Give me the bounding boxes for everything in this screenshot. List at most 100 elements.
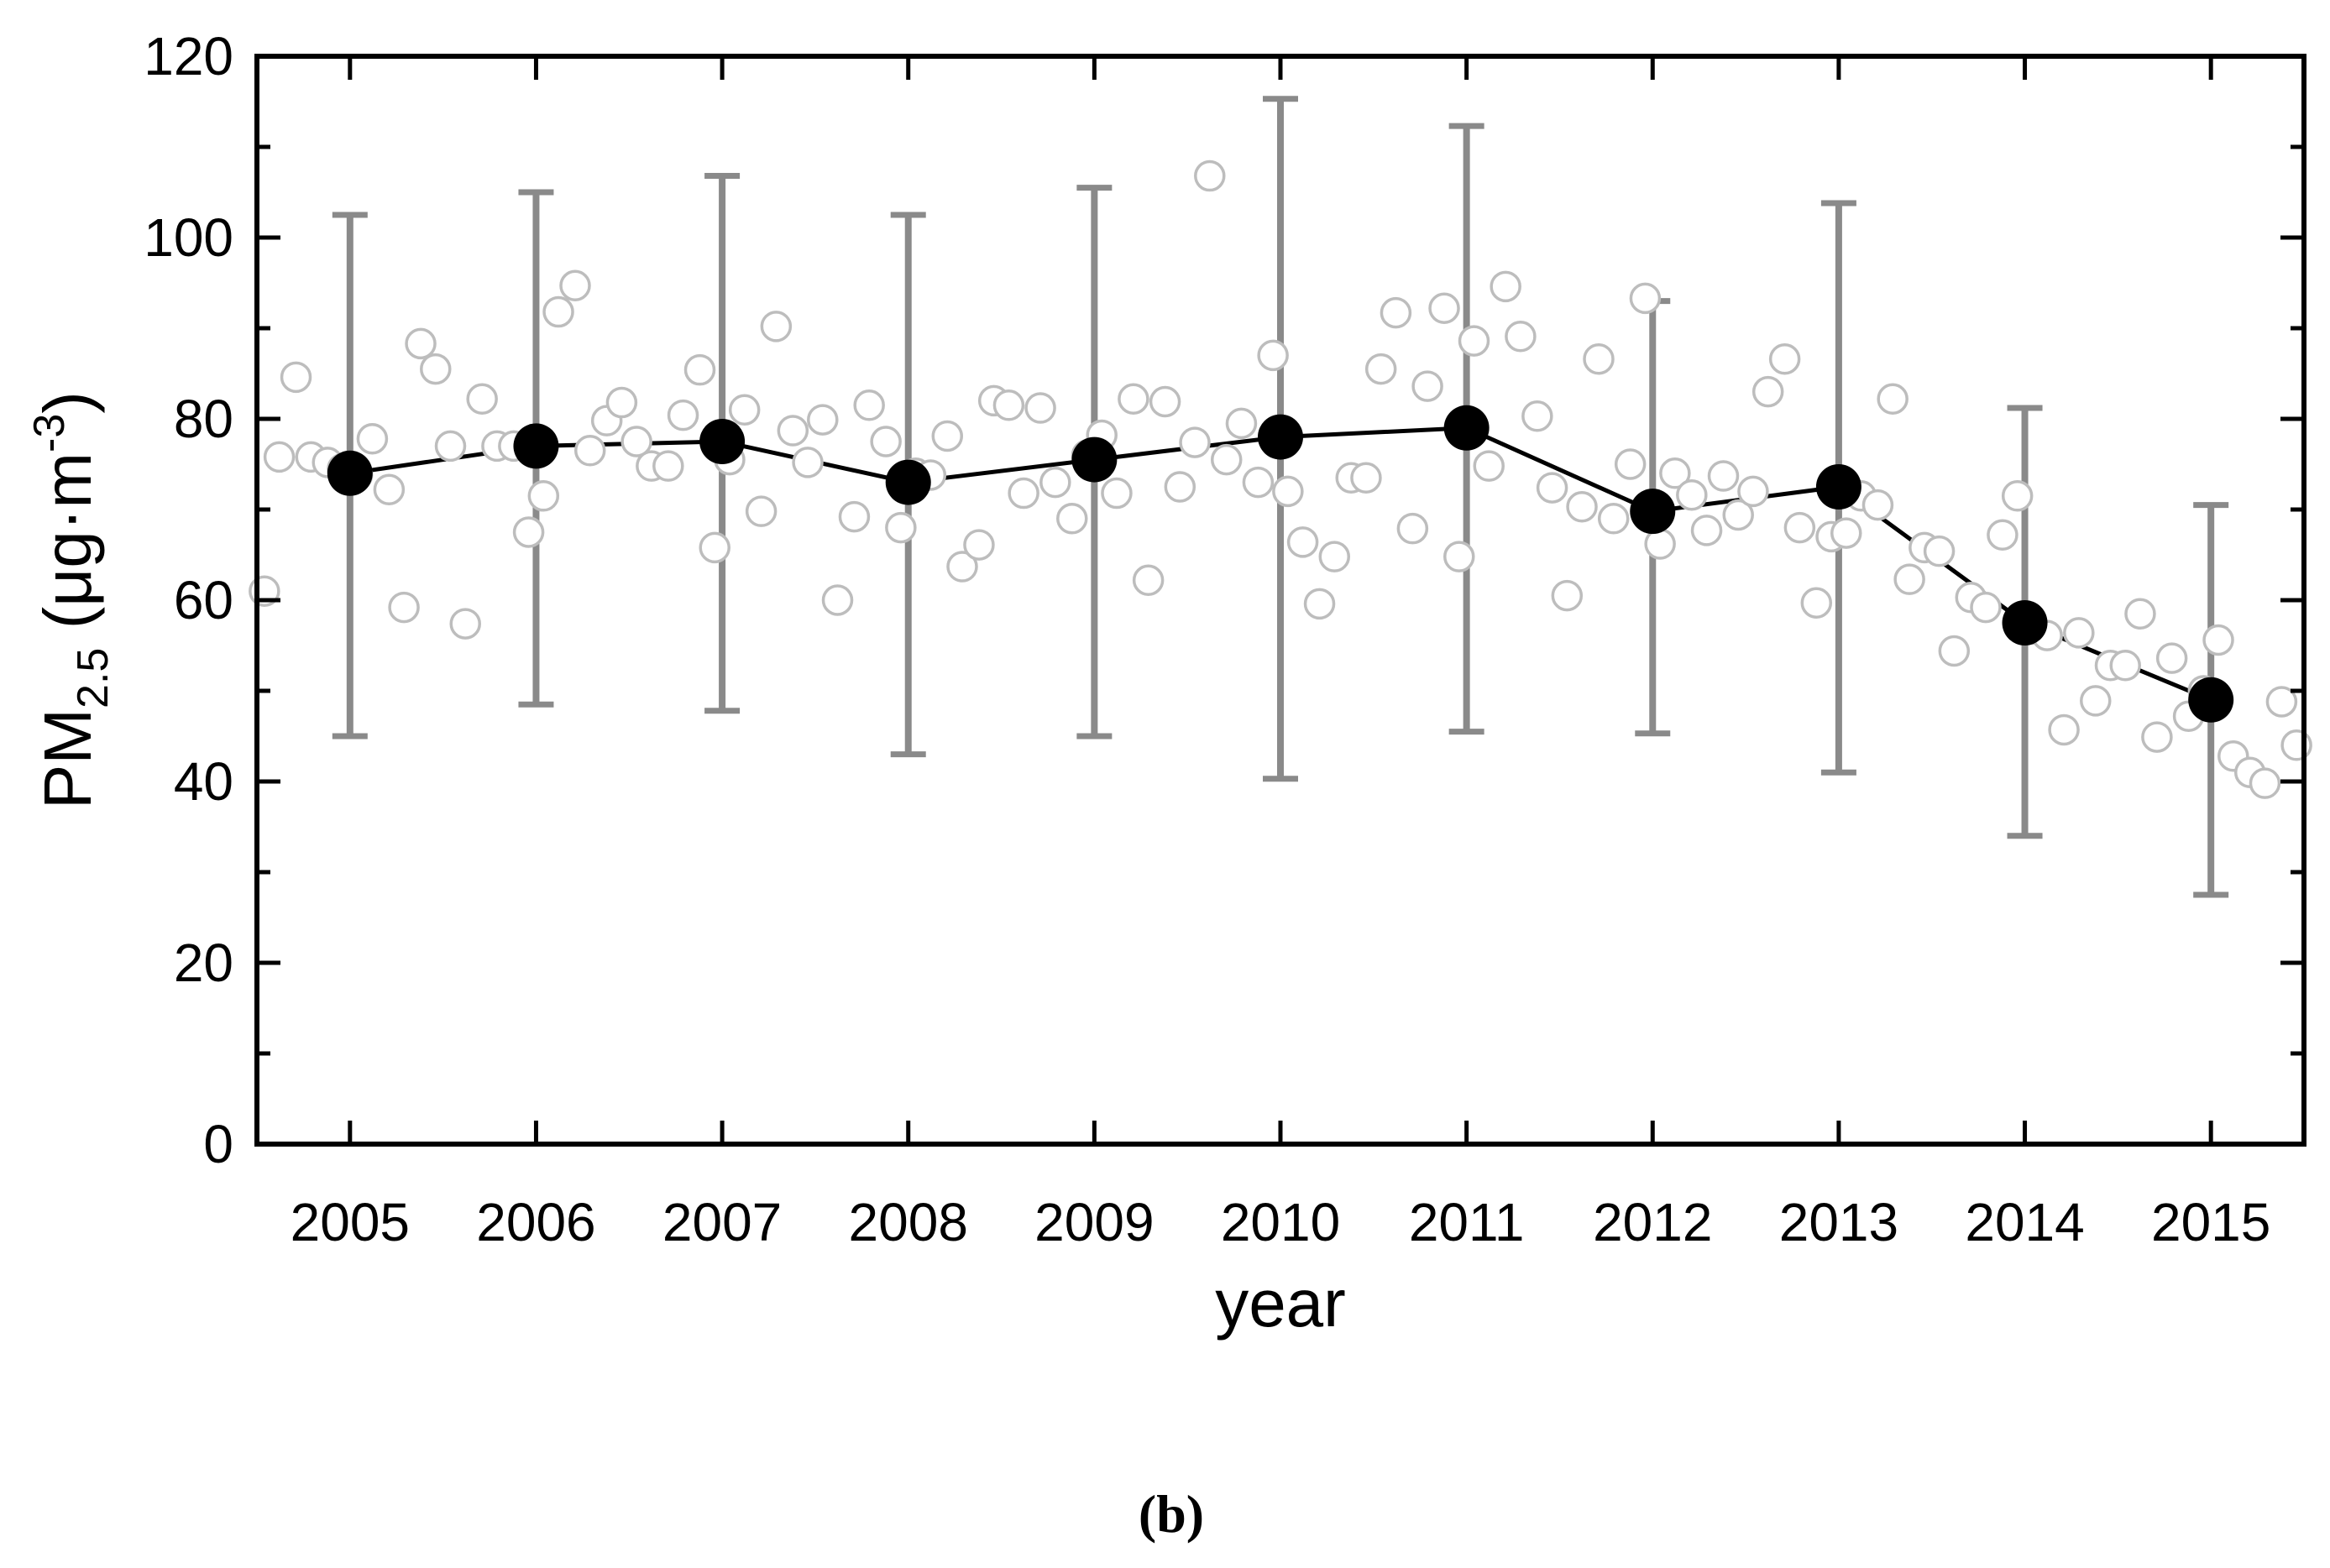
monthly-point (559, 269, 591, 301)
monthly-point (1411, 370, 1443, 402)
monthly-point (792, 447, 824, 478)
axis-ticks (257, 54, 2304, 1147)
y-tick-label: 40 (174, 751, 233, 812)
y-tick-label: 80 (174, 389, 233, 449)
monthly-point (2155, 642, 2188, 674)
x-tick-label: 2012 (1593, 1192, 1712, 1252)
monthly-point (1039, 466, 1071, 499)
monthly-point (1194, 159, 1226, 192)
monthly-point (1350, 462, 1382, 494)
monthly-point (280, 361, 312, 394)
monthly-point (420, 353, 452, 385)
annual-mean-points (327, 405, 2234, 723)
monthly-point (1101, 477, 1133, 510)
monthly-point (388, 591, 420, 624)
monthly-point (1242, 466, 1275, 499)
monthly-point (1272, 475, 1304, 508)
monthly-point (1008, 477, 1039, 510)
monthly-point (1614, 448, 1647, 480)
monthly-point (1676, 478, 1708, 511)
monthly-point (760, 311, 793, 342)
y-tick-label: 100 (144, 207, 233, 268)
monthly-point (1210, 443, 1243, 476)
monthly-point (963, 529, 995, 561)
monthly-point (1938, 635, 1971, 667)
monthly-point (1396, 512, 1429, 545)
y-axis-title-subscript: 2.5 (69, 648, 118, 708)
x-tick-label: 2013 (1779, 1192, 1898, 1252)
monthly-point (2001, 480, 2034, 512)
monthly-point (728, 394, 761, 426)
monthly-point (1893, 563, 1925, 595)
monthly-point (699, 531, 730, 564)
monthly-point (512, 516, 545, 548)
monthly-point (853, 389, 885, 421)
monthly-point (1551, 579, 1584, 612)
monthly-point (1830, 517, 1862, 549)
monthly-point (466, 383, 498, 415)
monthly-point (2265, 686, 2298, 718)
monthly-point (1257, 339, 1289, 372)
monthly-points (249, 159, 2312, 799)
monthly-point (1458, 325, 1490, 357)
annual-mean-point (2188, 677, 2234, 723)
monthly-point (2063, 617, 2095, 649)
x-tick-label: 2005 (291, 1192, 410, 1252)
y-tick-label: 120 (144, 26, 233, 86)
monthly-point (620, 426, 652, 457)
monthly-point (1566, 491, 1598, 523)
monthly-point (1505, 320, 1537, 353)
monthly-point (777, 415, 809, 447)
monthly-point (356, 423, 389, 455)
monthly-point (683, 353, 716, 386)
monthly-point (1970, 591, 2002, 624)
x-tick-labels: 2005 2006 2007 2008 2009 2010 2011 2012 2013 2014… (291, 1192, 2271, 1252)
monthly-point (870, 426, 902, 457)
monthly-point (1380, 296, 1412, 329)
y-axis-title-superscript: -3 (25, 414, 74, 452)
monthly-point (931, 420, 964, 452)
monthly-point (542, 295, 574, 328)
y-tick-label: 60 (174, 570, 233, 630)
monthly-point (2141, 721, 2173, 753)
x-tick-label: 2014 (1965, 1192, 2084, 1252)
y-axis-title-unit: (μg·m (30, 452, 105, 648)
y-axis-title: PM2.5 (μg·m-3) (25, 391, 118, 809)
annual-mean-point (1071, 436, 1118, 483)
monthly-point (667, 399, 699, 431)
y-axis-title-unit-close: ) (30, 391, 105, 414)
monthly-point (1521, 400, 1553, 432)
monthly-point (1800, 587, 1833, 619)
monthly-point (807, 404, 839, 436)
monthly-point (821, 584, 854, 616)
monthly-point (1659, 457, 1691, 489)
x-tick-label: 2006 (476, 1192, 595, 1252)
annual-mean-point (1630, 489, 1676, 535)
panel-label: (b) (1139, 1484, 1204, 1544)
monthly-point (992, 389, 1025, 421)
x-tick-label: 2007 (662, 1192, 782, 1252)
x-tick-label: 2009 (1034, 1192, 1154, 1252)
monthly-point (1707, 460, 1740, 492)
x-axis-title: year (1215, 1266, 1346, 1341)
monthly-point (1164, 471, 1196, 503)
monthly-point (1303, 588, 1336, 620)
annual-mean-point (513, 423, 559, 469)
monthly-point (1597, 503, 1630, 535)
x-tick-label: 2015 (2151, 1192, 2270, 1252)
monthly-point (2109, 650, 2141, 682)
y-tick-label: 20 (174, 933, 233, 993)
monthly-point (2202, 624, 2234, 656)
monthly-point (946, 551, 978, 583)
monthly-point (1024, 392, 1056, 424)
monthly-point (1923, 535, 1956, 567)
monthly-point (449, 608, 481, 640)
monthly-point (1536, 472, 1568, 504)
annual-mean-point (885, 459, 931, 505)
monthly-point (1118, 383, 1149, 415)
annual-mean-point (2002, 600, 2048, 645)
monthly-point (2249, 767, 2281, 799)
annual-mean-point (1443, 405, 1490, 451)
monthly-point (1861, 489, 1894, 521)
